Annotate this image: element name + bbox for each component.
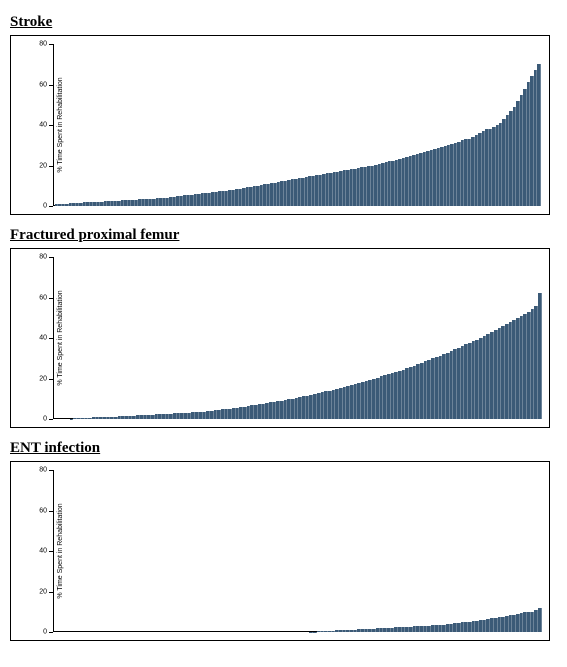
y-tick-label: 40 xyxy=(39,122,47,129)
chart-area: % Time Spent in Rehabilitation020406080 xyxy=(10,248,550,428)
panel-title: ENT infection xyxy=(10,440,557,457)
plot-region: 020406080 xyxy=(53,257,541,419)
y-tick-label: 80 xyxy=(39,41,47,48)
y-tick-label: 0 xyxy=(43,416,47,423)
y-tick-label: 0 xyxy=(43,629,47,636)
chart-panel: Fractured proximal femur% Time Spent in … xyxy=(10,227,557,428)
bars-container xyxy=(55,257,541,419)
plot-region: 020406080 xyxy=(53,470,541,632)
bars-container xyxy=(55,44,541,206)
y-tick-label: 80 xyxy=(39,467,47,474)
chart-area: % Time Spent in Rehabilitation020406080 xyxy=(10,35,550,215)
y-tick-label: 40 xyxy=(39,335,47,342)
y-tick-label: 20 xyxy=(39,588,47,595)
y-tick-label: 60 xyxy=(39,507,47,514)
bar xyxy=(538,608,542,632)
bars-container xyxy=(55,470,541,632)
y-tick-label: 60 xyxy=(39,81,47,88)
bar xyxy=(537,64,540,206)
y-tick-label: 60 xyxy=(39,294,47,301)
plot-region: 020406080 xyxy=(53,44,541,206)
chart-area: % Time Spent in Rehabilitation020406080 xyxy=(10,461,550,641)
panel-title: Stroke xyxy=(10,14,557,31)
y-tick-label: 0 xyxy=(43,203,47,210)
chart-panel: Stroke% Time Spent in Rehabilitation0204… xyxy=(10,14,557,215)
y-tick-label: 40 xyxy=(39,548,47,555)
y-tick-label: 20 xyxy=(39,375,47,382)
y-tick-label: 80 xyxy=(39,254,47,261)
panel-title: Fractured proximal femur xyxy=(10,227,557,244)
y-tick-label: 20 xyxy=(39,162,47,169)
chart-panel: ENT infection% Time Spent in Rehabilitat… xyxy=(10,440,557,641)
bar xyxy=(538,293,542,419)
